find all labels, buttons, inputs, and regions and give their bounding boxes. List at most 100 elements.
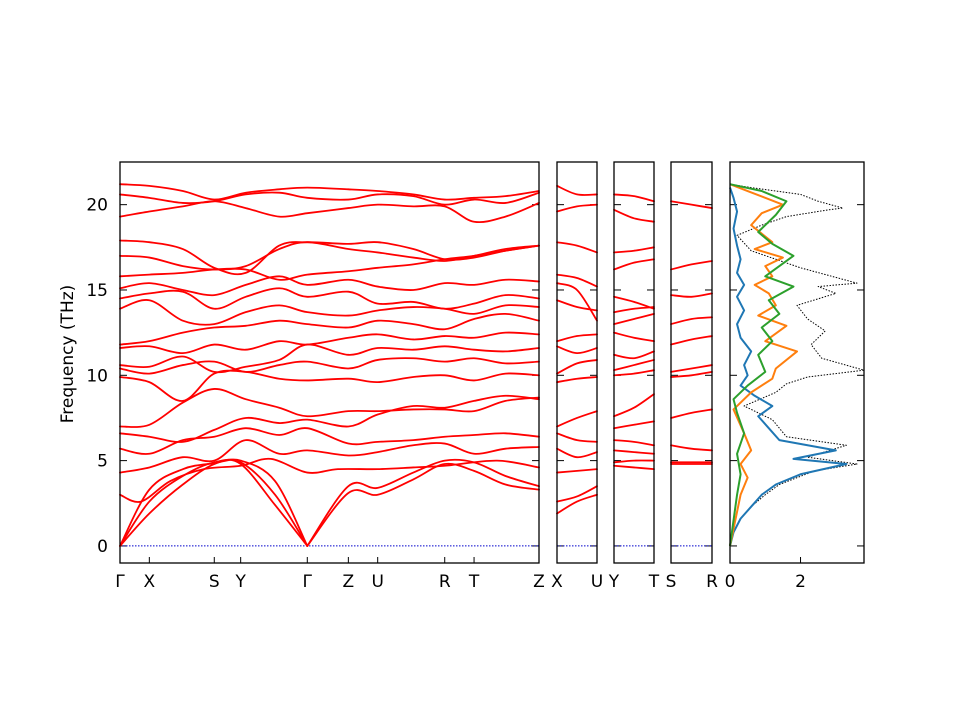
phonon-branch [670,316,713,326]
phonon-branch [119,343,540,374]
phonon-branch [556,299,598,312]
high-symmetry-label: S [209,572,220,592]
y-tick-label: 20 [86,196,108,216]
phonon-branch [556,410,598,428]
phonon-branch [613,208,655,223]
phonon-branch [613,306,655,314]
phonon-branch [613,459,655,464]
phonon-branch [119,369,540,402]
phonon-branch [556,485,598,503]
x-tick-label: 2 [795,572,806,592]
phonon-branch [119,239,540,276]
phonon-branch [119,458,309,547]
phonon-branch [613,369,655,377]
y-tick-label: 15 [86,281,108,301]
axes-frame [670,161,713,564]
phonon-branch [613,439,655,447]
phonon-branch [670,408,713,419]
high-symmetry-label: T [468,572,480,592]
phonon-branch [613,393,655,418]
phonon-branch [613,331,655,343]
phonon-branch [119,200,540,224]
phonon-branch [556,447,598,459]
high-symmetry-label: X [144,572,156,592]
phonon-branch [556,282,598,322]
high-symmetry-label: R [439,572,451,592]
high-symmetry-label: U [591,572,603,592]
phonon-branch [613,464,655,471]
phonon-branch [556,432,598,443]
phonon-branch [556,345,598,355]
axes-frame [119,161,540,564]
phonon-branch [613,295,655,310]
high-symmetry-label: Γ [115,572,125,592]
high-symmetry-label: U [371,572,383,592]
x-tick-label: 0 [725,572,736,592]
phonon-branch [119,439,540,474]
phonon-branch [556,203,598,213]
y-tick-label: 5 [97,452,108,472]
phonon-branch [306,462,540,547]
high-symmetry-label: Γ [303,572,313,592]
dos-series-line [729,183,865,547]
phonon-branch [670,292,713,298]
phonon-branch [613,359,655,372]
phonon-branch [119,394,540,443]
y-axis-label: Frequency (THz) [58,285,78,424]
high-symmetry-label: T [648,572,660,592]
phonon-branch [613,258,655,271]
y-tick-label: 10 [86,366,108,386]
phonon-branch [556,468,598,474]
phonon-branch [670,200,713,209]
dos-series-line [729,183,798,547]
dos-series-line [729,183,795,547]
axes-frame [729,161,865,564]
dos-series-line [729,187,848,547]
phonon-branch [119,275,540,297]
phonon-branch [556,333,598,343]
phonon-branch [613,449,655,455]
phonon-branch [613,193,655,203]
phonon-branch [119,331,540,355]
y-tick-label: 0 [97,537,108,557]
phonon-branch [119,357,540,375]
high-symmetry-label: Z [533,572,545,592]
phonon-branch [613,350,655,360]
phonon-branch [556,241,598,254]
phonon-branch [670,444,713,452]
high-symmetry-label: Y [234,572,246,592]
phonon-branch [556,359,598,375]
phonon-branch [119,388,540,428]
phonon-branch [119,287,540,310]
phonon-branch [556,184,598,196]
high-symmetry-label: R [706,572,718,592]
phonon-branch [119,312,540,346]
phonon-branch [556,273,598,288]
phonon-branch [613,420,655,430]
phonon-branch [119,244,540,281]
high-symmetry-label: Z [343,572,355,592]
phonon-branch [119,458,309,547]
phonon-branch [119,191,540,206]
phonon-branch [670,260,713,271]
phonon-branch [119,183,540,201]
high-symmetry-label: Y [608,572,620,592]
phonon-branch [670,370,713,378]
axes-frame [556,161,598,564]
high-symmetry-label: X [551,572,563,592]
phonon-branch [119,241,540,271]
phonon-branch [119,427,540,455]
phonon-branch [306,458,540,547]
phonon-branch [670,364,713,373]
phonon-branch [613,246,655,254]
phonon-branch [556,376,598,384]
high-symmetry-label: S [666,572,677,592]
